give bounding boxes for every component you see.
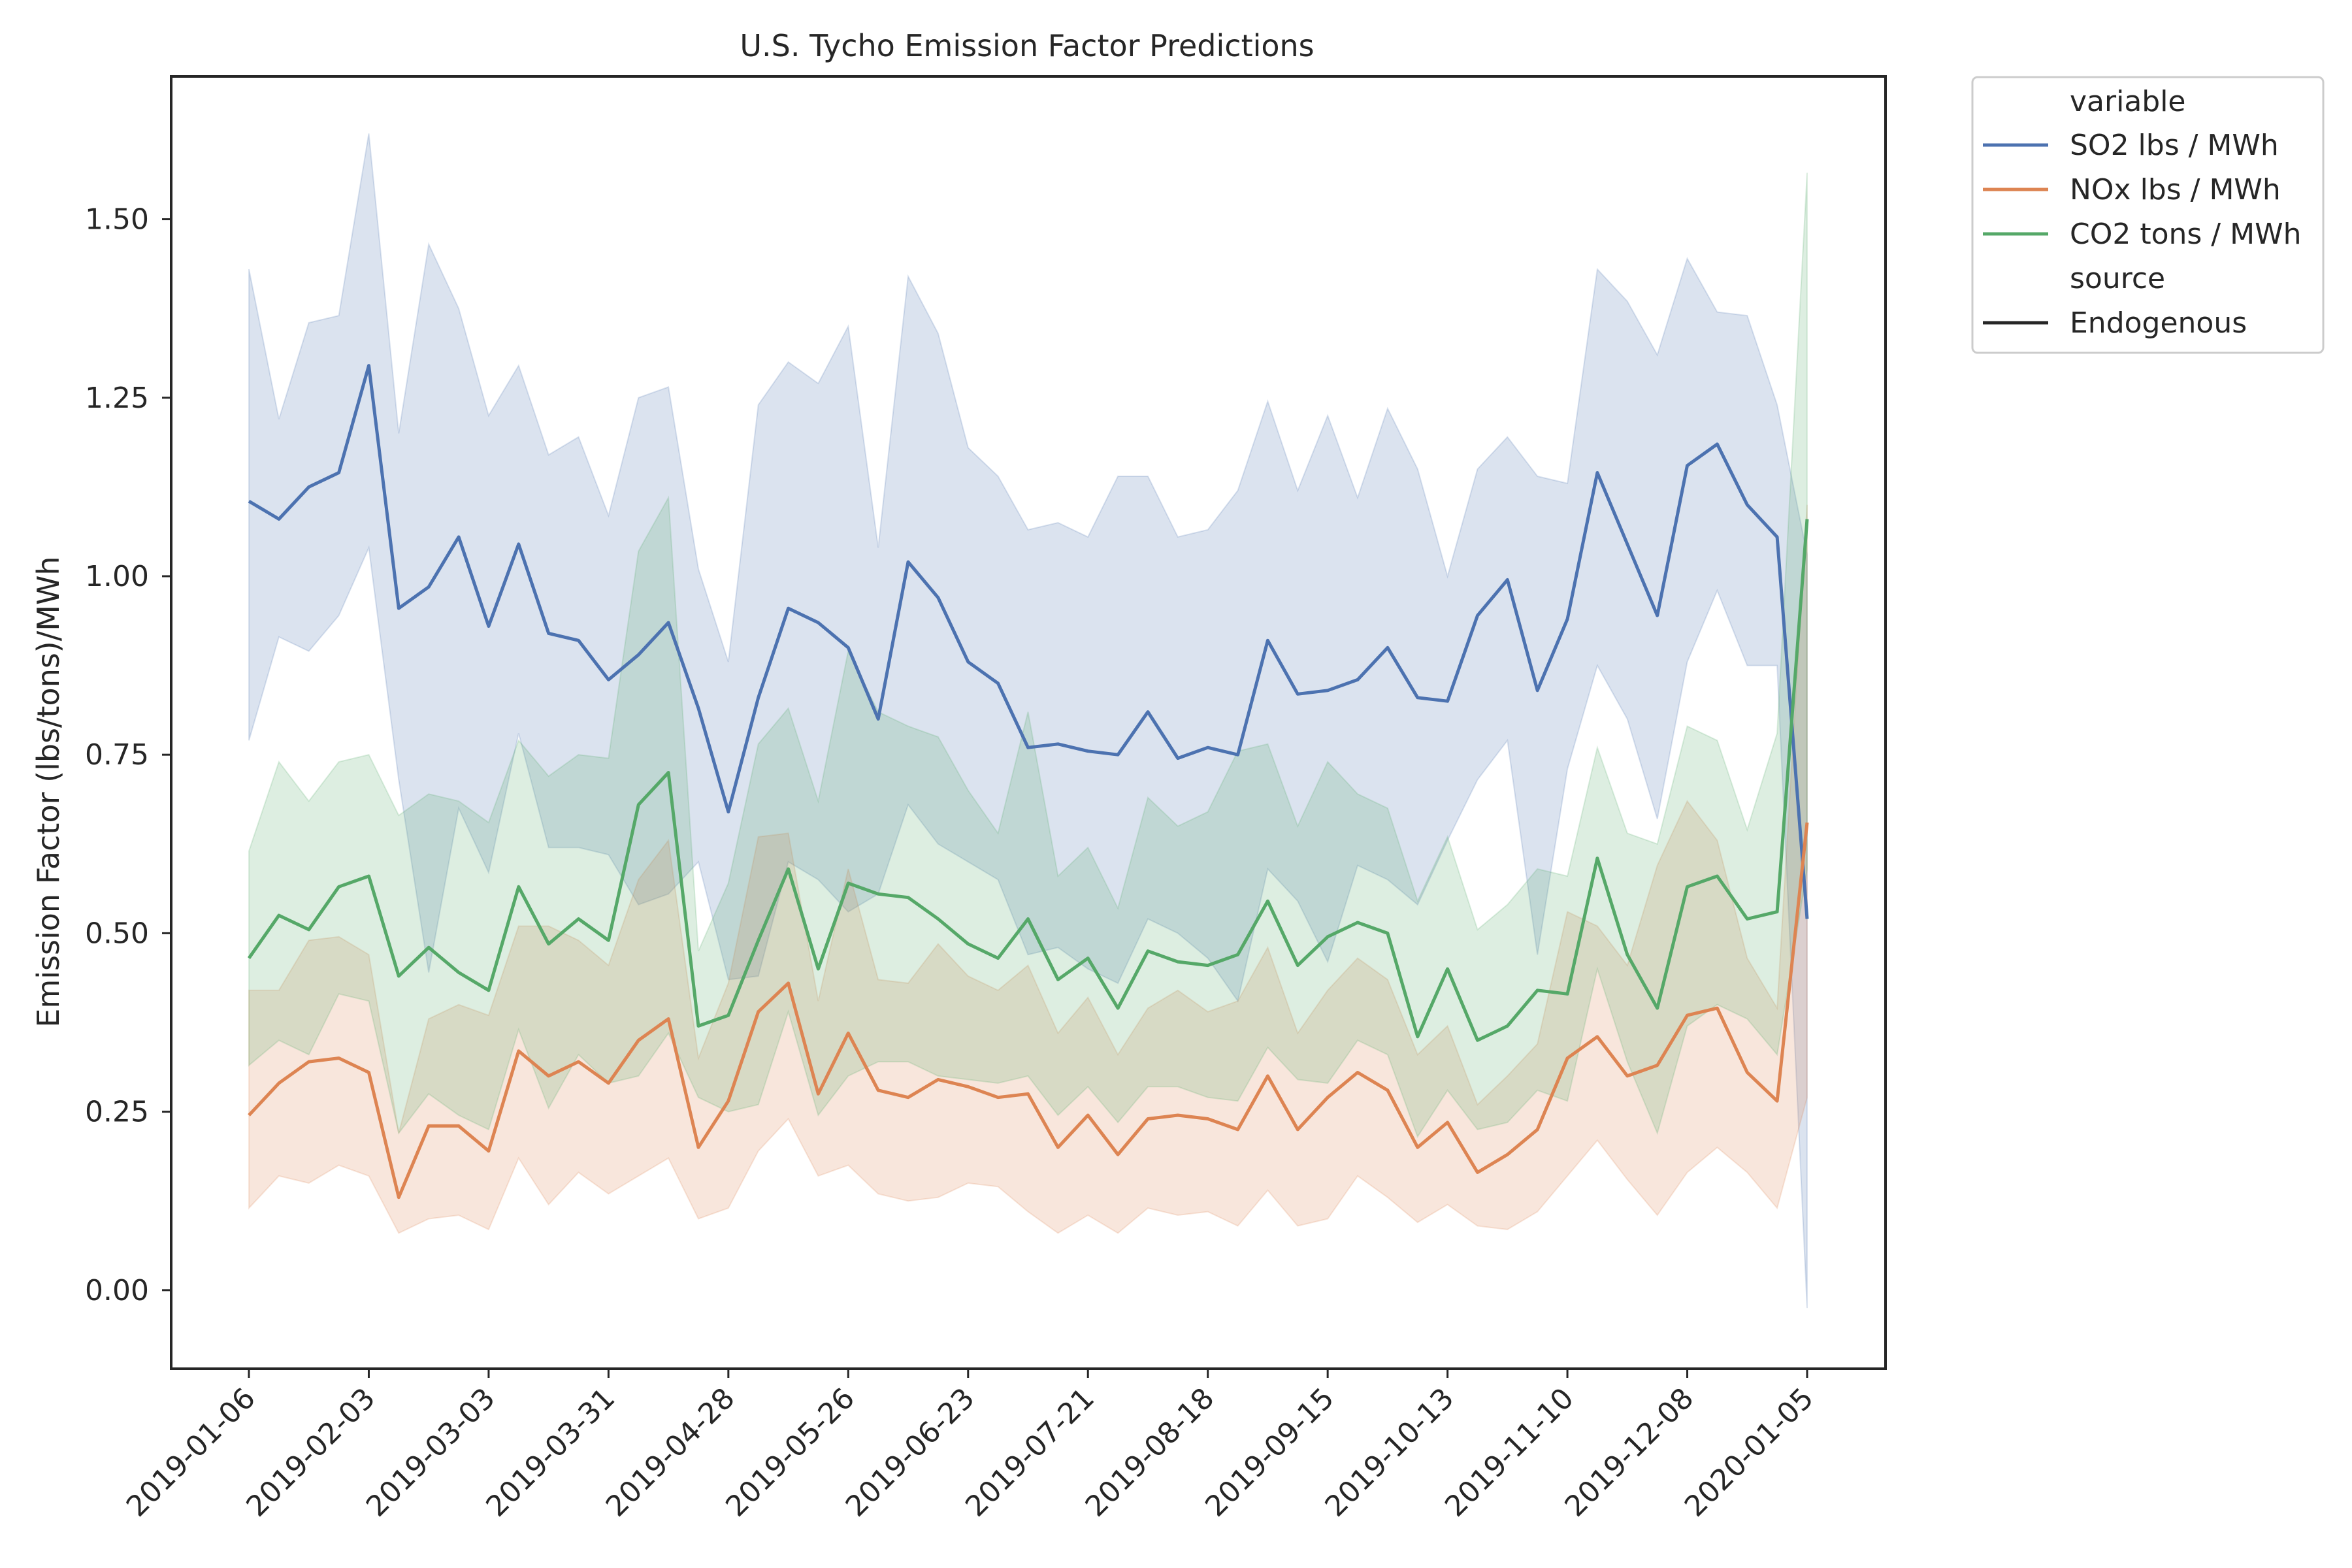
- legend: variable SO2 lbs / MWh NOx lbs / MWh CO2…: [1971, 76, 2325, 354]
- legend-style-title: source: [2070, 262, 2165, 295]
- legend-box: [1971, 76, 2325, 354]
- band-2: [248, 504, 1808, 1234]
- plot-area: [170, 75, 1887, 1370]
- legend-hue-title: variable: [2070, 85, 2186, 118]
- series-line-2: [248, 822, 1809, 1200]
- y-axis-label: Emission Factor (lbs/tons)/MWh: [31, 556, 66, 1027]
- series-line-3: [247, 519, 1809, 1042]
- confidence-bands: [248, 133, 1808, 1309]
- chart-title: U.S. Tycho Emission Factor Predictions: [740, 28, 1314, 63]
- plot-frame: [170, 75, 1887, 1370]
- y-tick-label: 0.00: [85, 1274, 149, 1307]
- legend-label-co2: CO2 tons / MWh: [2070, 218, 2301, 251]
- band-3: [248, 172, 1808, 1139]
- series-lines: [247, 364, 1809, 1200]
- y-tick-label: 1.50: [85, 203, 149, 237]
- y-tick-label: 0.75: [85, 738, 149, 772]
- legend-label-endogenous: Endogenous: [2070, 306, 2247, 340]
- legend-label-nox: NOx lbs / MWh: [2070, 173, 2281, 206]
- y-tick-label: 0.50: [85, 917, 149, 950]
- y-axis-ticks: 0.00 0.25 0.50 0.75 1.00 1.25 1.50: [85, 203, 171, 1307]
- y-tick-label: 1.00: [85, 560, 149, 593]
- legend-label-so2: SO2 lbs / MWh: [2070, 129, 2279, 162]
- y-tick-label: 1.25: [85, 382, 149, 415]
- band-1: [248, 133, 1808, 1309]
- series-line-1: [248, 364, 1809, 919]
- y-tick-label: 0.25: [85, 1096, 149, 1129]
